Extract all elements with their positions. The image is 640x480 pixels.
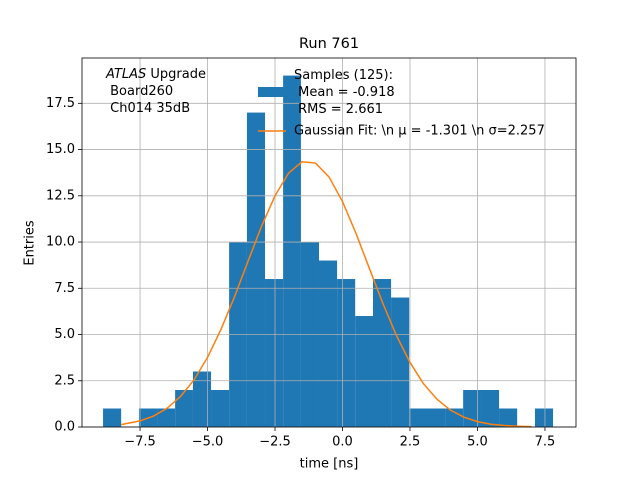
y-tick-label: 5.0 (54, 327, 75, 342)
bar (409, 408, 427, 427)
bar (103, 408, 122, 427)
x-tick-label: −2.5 (259, 435, 291, 450)
bar (499, 408, 518, 427)
x-tick-label: 7.5 (535, 435, 556, 450)
annotation-emphasis: ATLAS (105, 67, 146, 82)
x-tick-label: 5.0 (467, 435, 488, 450)
x-axis-label: time [ns] (300, 457, 359, 472)
bar (337, 279, 356, 427)
bar (283, 75, 301, 428)
text-line: ATLAS Upgrade (105, 67, 206, 82)
legend-swatch (258, 87, 286, 97)
bar (157, 408, 176, 427)
x-tick-label: −5.0 (192, 435, 224, 450)
bar (355, 316, 374, 427)
x-tick-label: 2.5 (400, 435, 421, 450)
bar (534, 408, 554, 427)
y-tick-label: 7.5 (54, 281, 75, 296)
y-tick-label: 2.5 (54, 373, 75, 388)
x-tick-label: −7.5 (124, 435, 156, 450)
text-line: Board260 (106, 84, 173, 99)
annotation: ATLAS Upgrade Board260 Ch014 35dB (105, 67, 206, 116)
legend-label: Gaussian Fit: \n μ = -1.301 \n σ=2.257 (294, 124, 545, 139)
y-tick-label: 10.0 (46, 235, 75, 250)
bar (391, 297, 410, 427)
bar (426, 408, 446, 427)
text-line: Samples (125): (294, 68, 393, 83)
bar (480, 390, 500, 427)
y-tick-label: 12.5 (46, 188, 75, 203)
text-line: Mean = -0.918 (294, 85, 395, 100)
plot-frame (81, 57, 577, 428)
fit-line (120, 160, 532, 428)
bar (211, 390, 230, 427)
bar (265, 279, 284, 427)
y-axis-label: Entries (23, 220, 38, 266)
chart-title: Run 761 (299, 36, 359, 52)
x-tick-label: 0.0 (332, 435, 353, 450)
legend-label: Samples (125): Mean = -0.918 RMS = 2.661 (294, 68, 395, 117)
y-tick-label: 17.5 (46, 96, 75, 111)
bar (319, 260, 338, 427)
text-line: Ch014 35dB (106, 101, 190, 116)
y-tick-label: 0.0 (54, 420, 75, 435)
bar (373, 279, 392, 427)
text-line: RMS = 2.661 (294, 102, 383, 117)
bar (175, 390, 193, 427)
bar (445, 408, 464, 427)
y-tick-label: 15.0 (46, 142, 75, 157)
bar (246, 112, 266, 428)
bar (192, 371, 212, 427)
